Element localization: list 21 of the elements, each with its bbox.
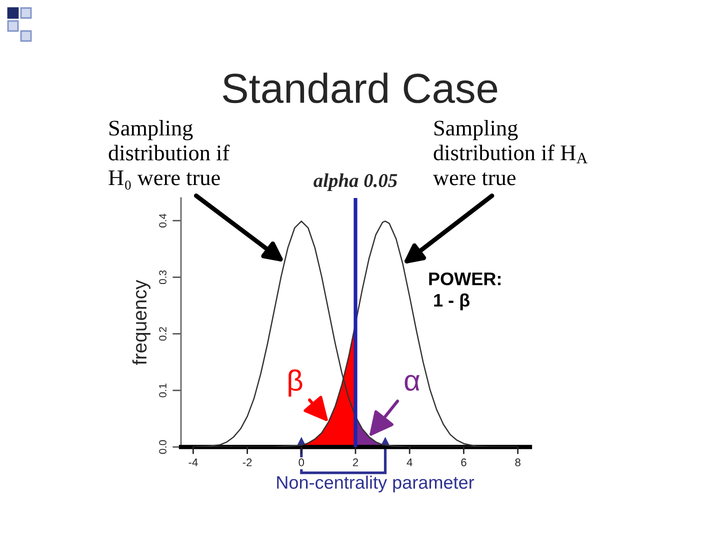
ref-line-label: alpha 0.05 bbox=[314, 173, 398, 192]
y-tick-label: 0.1 bbox=[159, 384, 166, 398]
x-tick-label: 0 bbox=[298, 458, 304, 466]
x-tick-label: -2 bbox=[242, 458, 252, 466]
x-tick-label: 2 bbox=[352, 458, 358, 466]
annotation: POWER: 1 - β bbox=[429, 272, 500, 310]
text: Sampling distribution if H$_{A}$ were true bbox=[433, 120, 588, 186]
series-label: α bbox=[404, 374, 420, 391]
x-tick-label: 4 bbox=[406, 458, 412, 466]
x-tick-label: 8 bbox=[515, 458, 520, 466]
y-tick-label: 0.0 bbox=[159, 440, 166, 454]
text: Non-centrality parameter bbox=[277, 476, 474, 492]
series-label: β bbox=[288, 369, 302, 397]
y-tick-label: 0.2 bbox=[159, 327, 166, 341]
y-axis-title: frequency bbox=[132, 280, 150, 365]
x-tick-label: 6 bbox=[461, 458, 466, 466]
x-tick-label: -4 bbox=[188, 458, 198, 466]
y-tick-label: 0.4 bbox=[159, 214, 166, 228]
chart-title: Standard Case bbox=[222, 72, 498, 104]
y-tick-label: 0.3 bbox=[159, 270, 166, 284]
text: Sampling distribution if H₀ were true bbox=[108, 120, 230, 190]
